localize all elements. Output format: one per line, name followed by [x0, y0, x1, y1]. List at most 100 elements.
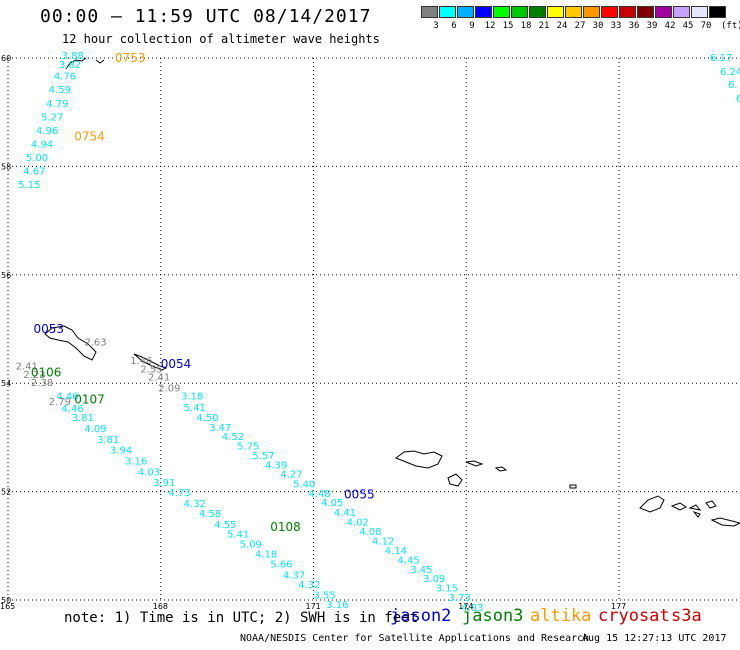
color-scale-unit: (ft) [721, 21, 740, 31]
wave-height-value: 3.81 [97, 435, 119, 446]
wave-height-value: 2.23 [23, 370, 45, 381]
wave-height-value: 4.12 [372, 537, 394, 548]
color-swatch [457, 6, 474, 18]
wave-height-value: 4.96 [36, 126, 58, 137]
color-swatch [565, 6, 582, 18]
wave-height-value: 2.55 [140, 364, 162, 375]
wave-height-value: 4.05 [321, 498, 343, 509]
wave-height-value: 4.32 [184, 499, 206, 510]
longitude-tick-label: 165 [0, 602, 15, 611]
edge-values: 6.17 6.24 6. 6 [710, 53, 740, 105]
wave-height-value: 4.55 [214, 520, 236, 531]
pass-time-labels: 0753 0754 0053 0054 0106 0107 0108 0055 [31, 51, 375, 534]
coastline-outline [494, 466, 508, 472]
color-scale-label: 3 [433, 21, 439, 31]
wave-height-value: 4.46 [56, 391, 78, 402]
wave-height-value: 3.16 [326, 600, 348, 611]
wave-height-value: 4.32 [298, 580, 320, 591]
latitude-tick-label: 56 [1, 271, 11, 280]
wave-height-value: 4.94 [31, 139, 53, 150]
color-scale-label: 15 [502, 21, 514, 31]
coastline-outline [710, 517, 740, 527]
wave-height-value: 4.73 [168, 488, 190, 499]
color-scale-label: 21 [538, 21, 550, 31]
wave-height-value: 4.09 [84, 424, 106, 435]
wave-height-value: 3.18 [181, 391, 203, 402]
wave-height-value: 4.27 [280, 470, 302, 481]
pass-time-label: 0106 [31, 365, 62, 379]
color-scale-label: 36 [628, 21, 640, 31]
wave-height-value: 4.79 [46, 99, 68, 110]
wave-height-value: 6 [736, 94, 740, 105]
coastline-outline [95, 59, 105, 64]
pass-time-label: 0055 [344, 487, 375, 501]
color-swatch [655, 6, 672, 18]
color-swatch [709, 6, 726, 18]
color-swatch [529, 6, 546, 18]
wave-height-value: 5.09 [240, 539, 262, 550]
pass-time-label: 0754 [74, 130, 105, 144]
color-swatch [637, 6, 654, 18]
color-swatch [583, 6, 600, 18]
wave-height-value: 5.00 [26, 153, 48, 164]
coastline-outline [44, 325, 97, 361]
color-scale-label: 6 [451, 21, 457, 31]
wave-height-value: 3.91 [153, 478, 175, 489]
coastline-outline [705, 500, 717, 509]
pass-time-label: 0753 [115, 51, 146, 65]
wave-height-value: 4.18 [255, 550, 277, 561]
wave-height-value: 5.41 [184, 403, 206, 414]
wave-height-value: 4.41 [334, 508, 356, 519]
satellite-legend-s3a: s3a [671, 606, 702, 626]
wave-height-value: 5.75 [237, 441, 259, 452]
longitude-tick-label: 168 [153, 602, 168, 611]
latitude-tick-label: 54 [1, 379, 11, 388]
wave-height-value: 2.63 [84, 337, 106, 348]
color-scale-label: 18 [520, 21, 532, 31]
wave-height-value: 4.59 [49, 85, 71, 96]
wave-height-value: 3.73 [448, 593, 470, 604]
wave-height-value: 4.48 [308, 489, 330, 500]
satellite-legend-jason3: jason3 [462, 606, 524, 626]
pass-time-label: 0107 [74, 392, 105, 406]
color-swatch [493, 6, 510, 18]
longitude-tick-label: 174 [458, 602, 473, 611]
color-scale-label: 70 [700, 21, 712, 31]
wave-height-value: 4.03 [138, 467, 160, 478]
color-scale-label: 45 [682, 21, 694, 31]
footer-credit: NOAA/NESDIS Center for Satellite Applica… [240, 633, 590, 644]
wave-height-value: 5.41 [227, 530, 249, 541]
wave-height-value: 2.09 [158, 383, 180, 394]
color-swatch [439, 6, 456, 18]
color-scale-label: 9 [469, 21, 475, 31]
wave-height-value: 4.83 [461, 603, 483, 614]
longitude-tick-label: 171 [306, 602, 321, 611]
coastline-outline [688, 504, 702, 511]
latitude-tick-label: 60 [1, 54, 11, 63]
coastline-outline [65, 57, 87, 70]
longitude-tick-label: 177 [611, 602, 626, 611]
lat-lon-grid [7, 57, 740, 601]
coastline-outline [133, 353, 168, 371]
wave-height-value: 3.16 [125, 457, 147, 468]
wave-height-value: 5.27 [41, 112, 63, 123]
wave-height-value: 5.57 [252, 451, 274, 462]
wave-height-value: 6. [728, 80, 738, 91]
coastline-outline [670, 502, 687, 511]
wave-height-value: 6.17 [710, 53, 732, 64]
map-note: note: 1) Time is in UTC; 2) SWH is in fe… [64, 610, 419, 626]
wave-height-value: 5.66 [270, 559, 292, 570]
color-scale-label: 42 [664, 21, 676, 31]
wave-height-value: 4.02 [347, 518, 369, 529]
coastline-outline [447, 473, 463, 487]
color-swatch [673, 6, 690, 18]
color-swatch [601, 6, 618, 18]
coastline-outline [692, 510, 701, 518]
color-swatch [475, 6, 492, 18]
wave-height-value: 4.46 [61, 404, 83, 415]
color-swatch [421, 6, 438, 18]
wave-height-value: 5.40 [293, 479, 315, 490]
pass-time-label: 0054 [161, 357, 192, 371]
